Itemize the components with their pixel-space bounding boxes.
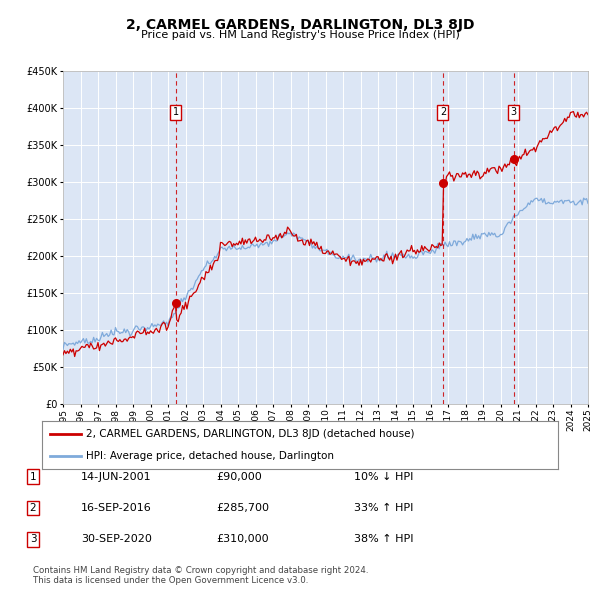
- Text: This data is licensed under the Open Government Licence v3.0.: This data is licensed under the Open Gov…: [33, 576, 308, 585]
- Text: 1: 1: [173, 107, 179, 117]
- Text: 38% ↑ HPI: 38% ↑ HPI: [354, 535, 413, 544]
- Text: 30-SEP-2020: 30-SEP-2020: [81, 535, 152, 544]
- Text: 1: 1: [29, 472, 37, 481]
- Text: Price paid vs. HM Land Registry's House Price Index (HPI): Price paid vs. HM Land Registry's House …: [140, 30, 460, 40]
- Text: HPI: Average price, detached house, Darlington: HPI: Average price, detached house, Darl…: [86, 451, 334, 461]
- Text: £310,000: £310,000: [216, 535, 269, 544]
- Text: £90,000: £90,000: [216, 472, 262, 481]
- Text: 2, CARMEL GARDENS, DARLINGTON, DL3 8JD: 2, CARMEL GARDENS, DARLINGTON, DL3 8JD: [126, 18, 474, 32]
- Text: 2, CARMEL GARDENS, DARLINGTON, DL3 8JD (detached house): 2, CARMEL GARDENS, DARLINGTON, DL3 8JD (…: [86, 429, 415, 439]
- Text: Contains HM Land Registry data © Crown copyright and database right 2024.: Contains HM Land Registry data © Crown c…: [33, 566, 368, 575]
- Text: 16-SEP-2016: 16-SEP-2016: [81, 503, 152, 513]
- Text: 10% ↓ HPI: 10% ↓ HPI: [354, 472, 413, 481]
- Text: 2: 2: [29, 503, 37, 513]
- Text: 33% ↑ HPI: 33% ↑ HPI: [354, 503, 413, 513]
- Text: £285,700: £285,700: [216, 503, 269, 513]
- Text: 2: 2: [440, 107, 446, 117]
- Text: 3: 3: [29, 535, 37, 544]
- Text: 14-JUN-2001: 14-JUN-2001: [81, 472, 152, 481]
- Text: 3: 3: [511, 107, 517, 117]
